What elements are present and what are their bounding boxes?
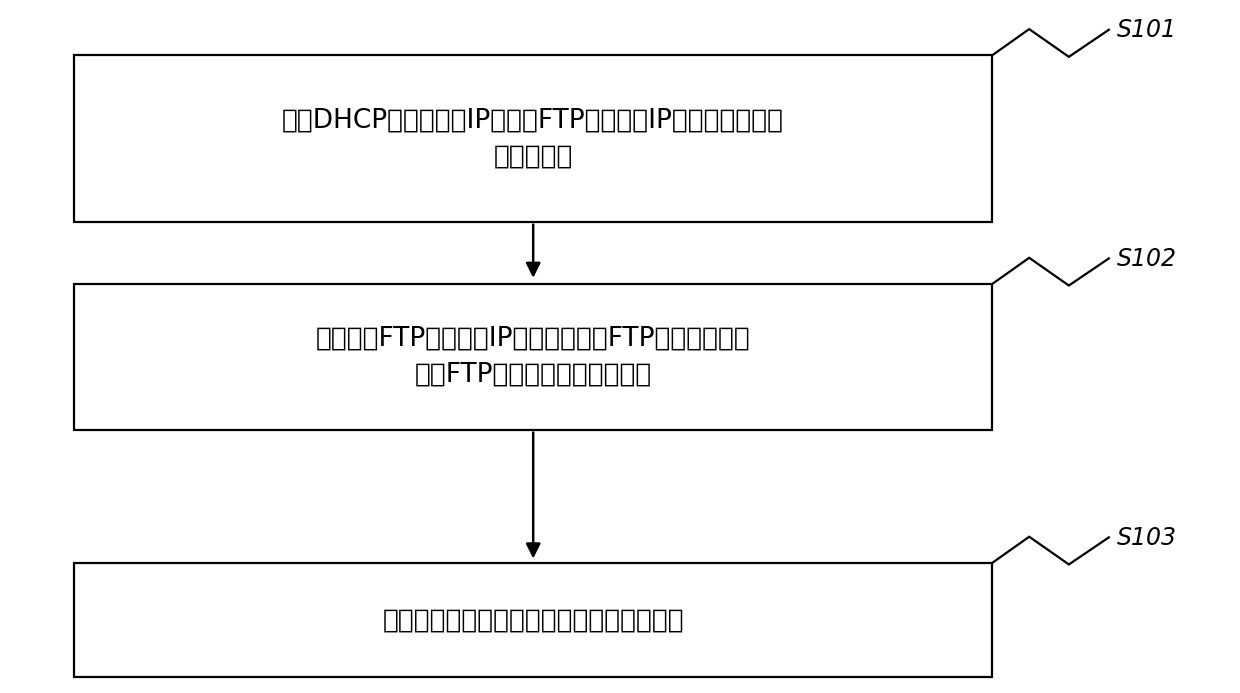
Bar (74, 563, 992, 678)
Text: S101: S101 (1117, 19, 1177, 42)
Text: 加载所述启动文件，以便完成网络部署操作: 加载所述启动文件，以便完成网络部署操作 (382, 607, 684, 633)
Bar (74, 284, 992, 430)
Text: 根据所述FTP服务器的IP地址连接所述FTP服务器，并从
所述FTP服务器中获取启动文件: 根据所述FTP服务器的IP地址连接所述FTP服务器，并从 所述FTP服务器中获取… (316, 326, 750, 388)
Text: 通过DHCP服务器获取IP地址和FTP服务器的IP地址，并执行引
导配置文件: 通过DHCP服务器获取IP地址和FTP服务器的IP地址，并执行引 导配置文件 (283, 107, 784, 170)
Bar (74, 55, 992, 222)
Text: S103: S103 (1117, 526, 1177, 550)
Text: S102: S102 (1117, 247, 1177, 271)
